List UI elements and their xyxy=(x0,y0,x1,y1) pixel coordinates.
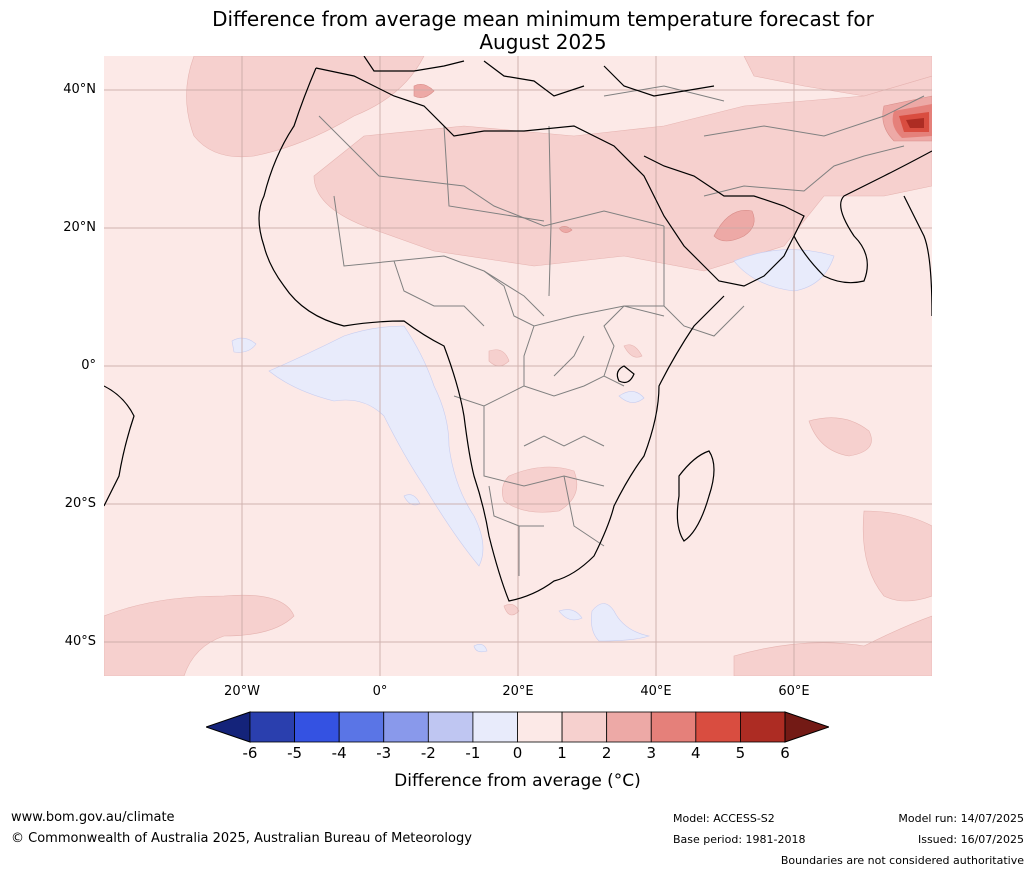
lat-label-20s: 20°S xyxy=(64,496,96,511)
colorbar-tick-label: -3 xyxy=(376,744,392,762)
anomaly-1-2-regions xyxy=(104,56,932,676)
colorbar-tick-label: -5 xyxy=(287,744,303,762)
colorbar-tick-label: 4 xyxy=(691,744,701,762)
colorbar-extend-low xyxy=(206,711,251,743)
colorbar-tick-label: 0 xyxy=(512,744,523,762)
model-name: Model: ACCESS-S2 xyxy=(673,812,775,825)
lat-label-20n: 20°N xyxy=(63,220,96,235)
base-period: Base period: 1981-2018 xyxy=(673,833,806,846)
colorbar-tick-label: -6 xyxy=(242,744,258,762)
boundaries-disclaimer: Boundaries are not considered authoritat… xyxy=(780,854,1024,867)
colorbar-bin xyxy=(561,711,608,743)
coastlines xyxy=(104,56,932,602)
colorbar-tick-label: 2 xyxy=(601,744,612,762)
colorbar-tick-label: -2 xyxy=(420,744,436,762)
colorbar-bin xyxy=(472,711,518,743)
colorbar-bin xyxy=(427,711,474,743)
colorbar-bin xyxy=(249,711,295,743)
colorbar-tick-label: -4 xyxy=(331,744,347,762)
colorbar xyxy=(206,711,829,743)
website-link[interactable]: www.bom.gov.au/climate xyxy=(11,810,175,825)
colorbar-tick-label: 5 xyxy=(735,744,746,762)
country-borders xyxy=(318,85,925,576)
lon-label-0: 0° xyxy=(372,684,388,699)
issued-date: Issued: 16/07/2025 xyxy=(917,833,1024,846)
title-line-2: August 2025 xyxy=(479,30,607,54)
colorbar-bin xyxy=(695,711,741,743)
lat-label-40s: 40°S xyxy=(64,634,96,649)
colorbar-title: Difference from average (°C) xyxy=(394,771,641,791)
forecast-map xyxy=(104,56,932,676)
lon-label-20w: 20°W xyxy=(224,684,260,699)
colorbar-bin xyxy=(517,711,563,743)
copyright-text: © Commonwealth of Australia 2025, Austra… xyxy=(11,831,472,846)
colorbar-bin xyxy=(606,711,652,743)
colorbar-extend-high xyxy=(784,711,829,743)
colorbar-bin xyxy=(383,711,429,743)
lon-label-60e: 60°E xyxy=(778,684,810,699)
colorbar-tick-label: 1 xyxy=(557,744,567,762)
colorbar-bin xyxy=(294,711,340,743)
lon-label-40e: 40°E xyxy=(640,684,672,699)
map-title: Difference from average mean minimum tem… xyxy=(100,8,986,54)
anomaly-hotspot xyxy=(892,104,932,138)
colorbar-bin xyxy=(338,711,385,743)
lat-label-40n: 40°N xyxy=(63,82,96,97)
colorbar-bins xyxy=(249,711,786,743)
colorbar-tick-label: 3 xyxy=(646,744,657,762)
lon-label-20e: 20°E xyxy=(502,684,534,699)
gridlines xyxy=(104,56,932,676)
colorbar-bin xyxy=(650,711,697,743)
colorbar-bin xyxy=(740,711,786,743)
lat-label-equator: 0° xyxy=(81,358,96,373)
title-line-1: Difference from average mean minimum tem… xyxy=(212,7,874,31)
colorbar-tick-label: -1 xyxy=(465,744,481,762)
colorbar-tick-label: 6 xyxy=(780,744,790,762)
model-run-date: Model run: 14/07/2025 xyxy=(898,812,1024,825)
